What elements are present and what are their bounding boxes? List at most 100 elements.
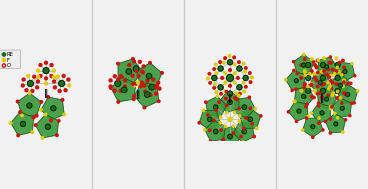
Circle shape: [224, 90, 227, 93]
Circle shape: [41, 137, 44, 139]
Circle shape: [238, 107, 240, 110]
Circle shape: [213, 119, 215, 122]
Circle shape: [109, 79, 112, 82]
Circle shape: [251, 122, 253, 125]
Circle shape: [313, 96, 315, 99]
Circle shape: [208, 72, 211, 75]
Circle shape: [303, 87, 305, 89]
Circle shape: [224, 81, 227, 84]
Circle shape: [346, 83, 348, 85]
Circle shape: [240, 135, 242, 138]
Circle shape: [127, 70, 130, 73]
Circle shape: [218, 101, 220, 103]
Polygon shape: [11, 112, 33, 135]
Circle shape: [202, 109, 205, 112]
Circle shape: [294, 100, 296, 102]
Circle shape: [344, 94, 347, 96]
Circle shape: [237, 66, 242, 71]
Circle shape: [259, 115, 262, 117]
Circle shape: [121, 75, 123, 78]
Circle shape: [121, 87, 127, 93]
Circle shape: [333, 73, 336, 75]
Circle shape: [342, 59, 344, 62]
Circle shape: [291, 89, 293, 91]
Circle shape: [342, 85, 344, 88]
Circle shape: [330, 74, 332, 77]
Circle shape: [334, 112, 336, 115]
Circle shape: [47, 96, 49, 98]
Circle shape: [149, 61, 151, 64]
Circle shape: [144, 90, 147, 93]
Circle shape: [218, 66, 223, 71]
Circle shape: [342, 131, 344, 133]
Circle shape: [62, 74, 65, 77]
Circle shape: [142, 71, 145, 74]
Circle shape: [323, 83, 325, 85]
Circle shape: [316, 59, 319, 62]
Circle shape: [335, 75, 340, 81]
Circle shape: [212, 75, 217, 81]
Circle shape: [309, 84, 311, 87]
Circle shape: [36, 80, 39, 83]
Circle shape: [326, 73, 328, 75]
Circle shape: [222, 61, 225, 64]
Circle shape: [328, 87, 331, 90]
Circle shape: [318, 102, 320, 104]
Circle shape: [238, 61, 240, 63]
Circle shape: [218, 85, 223, 90]
Circle shape: [139, 85, 142, 88]
Circle shape: [287, 111, 290, 113]
Circle shape: [320, 111, 324, 115]
Circle shape: [226, 74, 233, 81]
Circle shape: [37, 76, 40, 78]
Circle shape: [213, 105, 218, 109]
Circle shape: [34, 124, 37, 126]
Circle shape: [330, 80, 332, 82]
Circle shape: [335, 57, 338, 60]
Circle shape: [156, 84, 159, 87]
Polygon shape: [18, 93, 41, 116]
Circle shape: [255, 127, 258, 129]
Circle shape: [349, 115, 351, 117]
Circle shape: [57, 119, 60, 122]
Circle shape: [296, 72, 298, 75]
Circle shape: [343, 81, 345, 83]
Circle shape: [305, 75, 311, 81]
Circle shape: [325, 65, 329, 69]
Circle shape: [248, 72, 251, 74]
Circle shape: [28, 92, 31, 94]
Circle shape: [249, 81, 252, 83]
Circle shape: [232, 146, 235, 148]
Circle shape: [237, 85, 242, 90]
Circle shape: [64, 89, 67, 92]
Circle shape: [44, 113, 47, 116]
Circle shape: [315, 66, 318, 69]
Circle shape: [117, 78, 119, 81]
Text: O: O: [7, 63, 11, 68]
Circle shape: [227, 91, 233, 96]
Circle shape: [339, 61, 341, 64]
Circle shape: [232, 132, 235, 134]
Circle shape: [305, 106, 307, 108]
Polygon shape: [286, 70, 305, 91]
Circle shape: [323, 70, 325, 72]
Circle shape: [329, 85, 331, 87]
Circle shape: [50, 64, 53, 67]
Circle shape: [52, 76, 55, 78]
Circle shape: [327, 94, 329, 97]
Circle shape: [330, 118, 332, 120]
Circle shape: [213, 68, 216, 70]
Circle shape: [297, 109, 301, 113]
Circle shape: [318, 81, 322, 84]
Circle shape: [343, 70, 347, 74]
Circle shape: [228, 134, 232, 139]
Circle shape: [300, 90, 302, 92]
Circle shape: [310, 95, 313, 98]
Circle shape: [295, 88, 297, 90]
Circle shape: [224, 57, 226, 59]
Circle shape: [304, 83, 306, 85]
Circle shape: [229, 84, 231, 87]
Circle shape: [229, 99, 232, 101]
Polygon shape: [337, 84, 358, 103]
Circle shape: [143, 84, 146, 87]
